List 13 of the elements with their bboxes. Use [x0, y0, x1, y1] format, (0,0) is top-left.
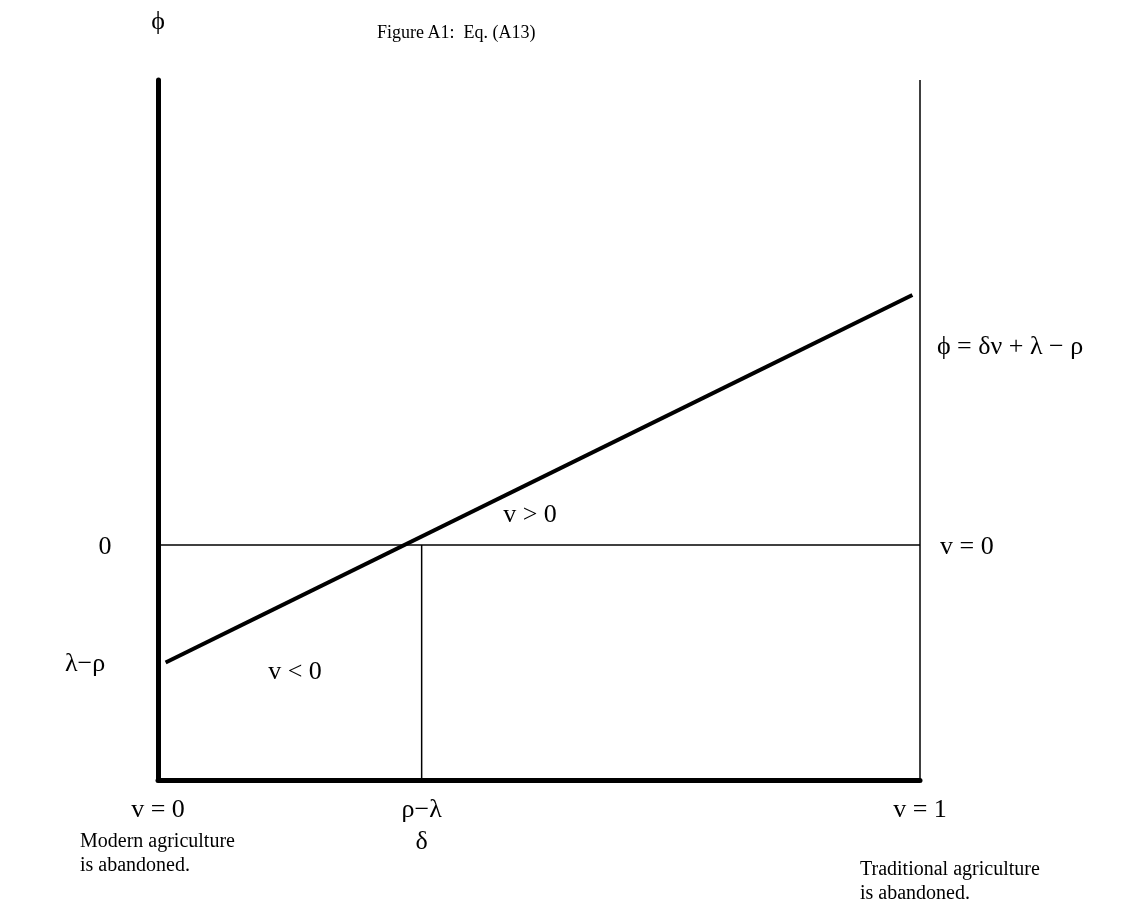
annotation: v < 0: [268, 655, 322, 685]
text: ϕ: [151, 5, 165, 35]
text: λ−ρ: [64, 647, 106, 677]
x-tick-label: v = 1: [893, 793, 947, 823]
ref-line-label: v = 0: [940, 530, 994, 560]
text: 0: [98, 530, 112, 560]
chart-title: Figure A1: Eq. (A13): [377, 22, 536, 43]
x-tick-label: v = 0: [131, 793, 185, 823]
annotation: v > 0: [503, 498, 557, 528]
text: Modern agriculture is abandoned.: [80, 829, 236, 875]
text: Traditional agriculture is abandoned.: [860, 857, 1040, 903]
text: ϕ = δν + λ − ρ: [936, 330, 1084, 360]
x-tick-label: ρ−λ δ: [401, 793, 443, 855]
